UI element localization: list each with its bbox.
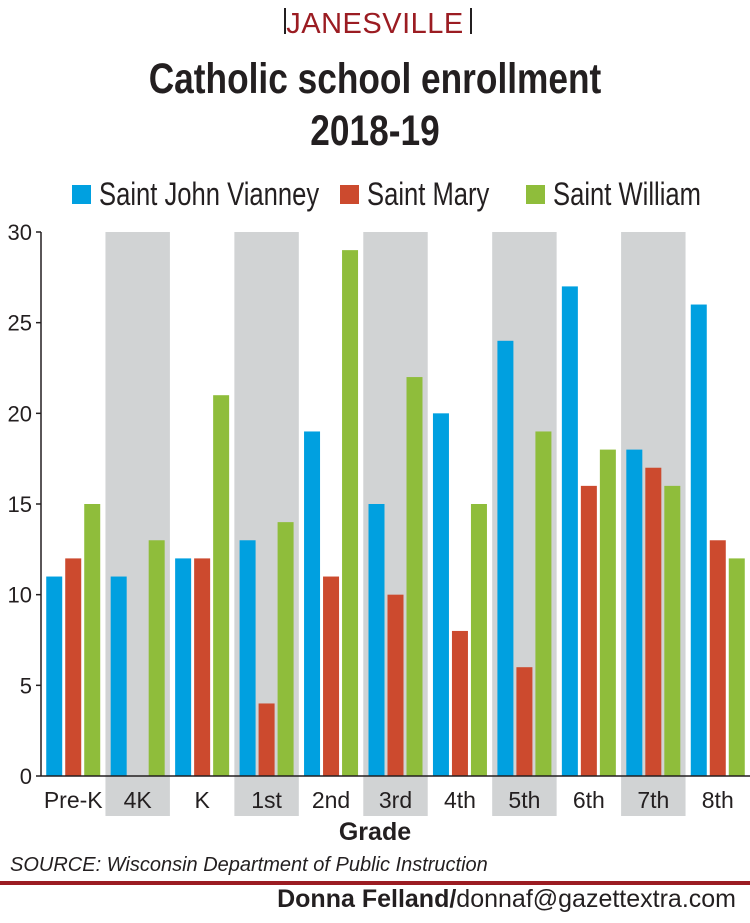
x-tick-label-1st: 1st bbox=[251, 787, 282, 813]
footer-rule bbox=[0, 881, 750, 885]
y-tick-label-15: 15 bbox=[8, 492, 32, 517]
bar-saint-mary-3rd bbox=[387, 594, 404, 776]
bar-saint-john-vianney-7th bbox=[626, 449, 643, 776]
x-tick-label-6th: 6th bbox=[573, 787, 605, 813]
x-tick-label-2nd: 2nd bbox=[312, 787, 350, 813]
credit-email: donnaf@gazettextra.com bbox=[456, 885, 736, 913]
x-tick-label-K: K bbox=[194, 787, 210, 813]
bar-chart: 0 5 10 15 20 25 30 Pre-K 4K K 1st 2nd 3rd 4th 5th 6th 7t… bbox=[8, 220, 750, 816]
legend-item-saint-william: Saint William bbox=[526, 172, 738, 216]
bar-saint-john-vianney-2nd bbox=[304, 431, 321, 776]
kicker-label: JANESVILLE bbox=[286, 8, 464, 40]
credit-name: Donna Felland/ bbox=[277, 885, 457, 913]
y-tick-label-0: 0 bbox=[20, 764, 32, 789]
bar-saint-mary-K bbox=[194, 558, 211, 776]
bar-saint-william-1st bbox=[277, 522, 294, 776]
bar-saint-john-vianney-4th bbox=[432, 413, 449, 776]
x-tick-label-4K: 4K bbox=[124, 787, 153, 813]
bar-saint-mary-2nd bbox=[323, 576, 340, 776]
bar-saint-john-vianney-3rd bbox=[368, 504, 385, 776]
bar-saint-william-4K bbox=[148, 540, 165, 776]
legend-item-saint-john-vianney: Saint John Vianney bbox=[72, 172, 374, 216]
x-axis-title: Grade bbox=[338, 818, 412, 846]
bar-saint-mary-4th bbox=[451, 630, 468, 776]
x-tick-label-8th: 8th bbox=[702, 787, 734, 813]
bar-saint-william-5th bbox=[535, 431, 552, 776]
chart-title-line2: 2018-19 bbox=[310, 107, 440, 155]
bar-saint-mary-8th bbox=[709, 540, 726, 776]
chart-legend: Saint John Vianney Saint Mary Saint Will… bbox=[0, 172, 750, 216]
legend-swatch-saint-william bbox=[526, 184, 545, 204]
bar-saint-william-K bbox=[213, 395, 230, 776]
bar-saint-mary-7th bbox=[645, 467, 662, 776]
x-tick-label-3rd: 3rd bbox=[379, 787, 412, 813]
legend-label-saint-william: Saint William bbox=[553, 175, 701, 212]
y-tick-label-30: 30 bbox=[8, 220, 32, 245]
legend-label-saint-john-vianney: Saint John Vianney bbox=[99, 175, 320, 212]
x-tick-label-5th: 5th bbox=[508, 787, 540, 813]
legend-swatch-saint-mary bbox=[340, 184, 359, 204]
bar-saint-john-vianney-8th bbox=[690, 304, 707, 776]
legend-label-saint-mary: Saint Mary bbox=[367, 175, 490, 212]
kicker-frame-left bbox=[284, 8, 286, 34]
bar-saint-william-7th bbox=[664, 485, 681, 776]
bar-saint-john-vianney-5th bbox=[497, 340, 514, 776]
bar-saint-william-6th bbox=[599, 449, 616, 776]
legend-swatch-saint-john-vianney bbox=[72, 184, 91, 204]
bar-saint-john-vianney-Pre-K bbox=[46, 576, 63, 776]
y-tick-label-25: 25 bbox=[8, 311, 32, 336]
bar-saint-mary-1st bbox=[258, 703, 275, 776]
bar-saint-mary-Pre-K bbox=[65, 558, 82, 776]
bar-saint-mary-5th bbox=[516, 667, 533, 776]
credit-line: Donna Felland/donnaf@gazettextra.com bbox=[277, 885, 736, 914]
bar-saint-william-3rd bbox=[406, 377, 423, 776]
chart-title-line1: Catholic school enrollment bbox=[148, 55, 602, 103]
legend-item-saint-mary: Saint Mary bbox=[340, 172, 520, 216]
kicker-frame-right bbox=[470, 8, 472, 34]
bar-saint-mary-6th bbox=[580, 485, 597, 776]
bar-saint-william-2nd bbox=[342, 250, 359, 777]
source-note: SOURCE: Wisconsin Department of Public I… bbox=[10, 854, 488, 876]
kicker-frame-left-cap bbox=[284, 8, 286, 10]
x-tick-label-4th: 4th bbox=[444, 787, 476, 813]
x-tick-label-Pre-K: Pre-K bbox=[44, 787, 103, 813]
y-tick-label-5: 5 bbox=[20, 673, 32, 698]
y-tick-label-20: 20 bbox=[8, 401, 32, 426]
bar-saint-john-vianney-1st bbox=[239, 540, 256, 776]
bar-saint-william-Pre-K bbox=[84, 504, 101, 776]
bar-saint-john-vianney-6th bbox=[561, 286, 578, 776]
bar-saint-john-vianney-K bbox=[175, 558, 192, 776]
bar-saint-john-vianney-4K bbox=[110, 576, 127, 776]
y-tick-label-10: 10 bbox=[8, 583, 32, 608]
bar-saint-william-8th bbox=[728, 558, 745, 776]
bar-saint-william-4th bbox=[470, 504, 487, 776]
x-tick-label-7th: 7th bbox=[637, 787, 669, 813]
kicker-frame: JANESVILLE bbox=[0, 0, 750, 40]
